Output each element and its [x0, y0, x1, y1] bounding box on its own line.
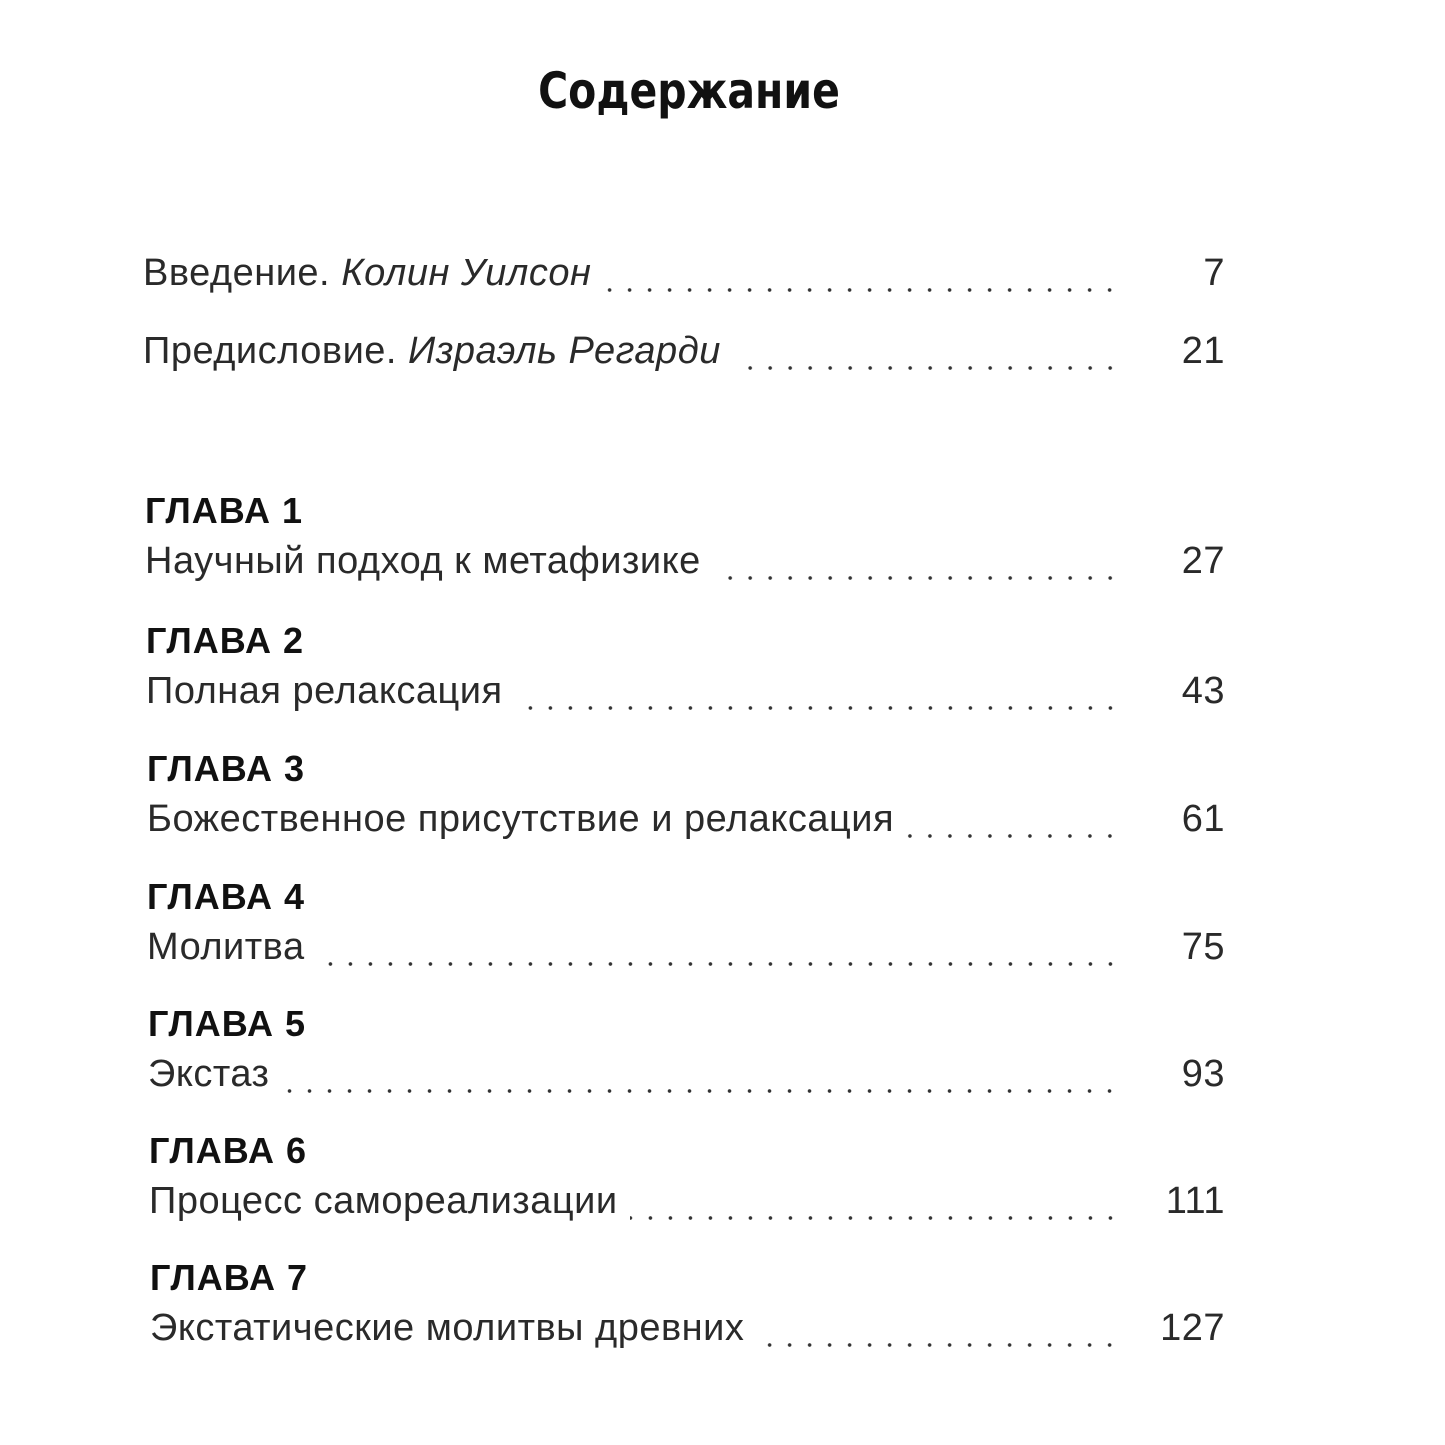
chapter-label: ГЛАВА 4: [147, 876, 305, 917]
entry-author: Израэль Регарди: [408, 330, 721, 372]
chapter-title: Процесс самореализации: [149, 1180, 618, 1222]
chapter-label: ГЛАВА 5: [148, 1003, 306, 1044]
page-title: Содержание: [538, 62, 840, 120]
dot-leader: [756, 1343, 1120, 1347]
chapter-label: ГЛАВА 7: [150, 1257, 308, 1298]
dot-leader: [629, 1216, 1120, 1220]
chapter-label: ГЛАВА 2: [146, 620, 304, 661]
page-number: 21: [1181, 330, 1225, 372]
toc-entry-chapter[interactable]: Молитва 75: [147, 926, 1225, 976]
page-number: 127: [1160, 1307, 1225, 1349]
toc-entry-chapter[interactable]: Процесс самореализации 111: [149, 1180, 1225, 1230]
toc-entry-chapter[interactable]: Экстаз 93: [148, 1053, 1225, 1103]
toc-entry-chapter[interactable]: Божественное присутствие и релаксация 61: [147, 798, 1225, 848]
page-number: 43: [1181, 670, 1225, 712]
toc-entry-preface[interactable]: Предисловие. Израэль Регарди 21: [143, 330, 1225, 380]
chapter-label: ГЛАВА 6: [149, 1130, 307, 1171]
chapter-title: Научный подход к метафизике: [145, 540, 701, 582]
chapter-title: Полная релаксация: [146, 670, 503, 712]
page-number: 61: [1181, 798, 1225, 840]
entry-label: Введение.: [143, 252, 331, 294]
toc-entry-chapter[interactable]: Полная релаксация 43: [146, 670, 1225, 720]
chapter-label: ГЛАВА 1: [145, 490, 303, 531]
dot-leader: [732, 366, 1120, 370]
dot-leader: [514, 706, 1120, 710]
page-number: 7: [1203, 252, 1225, 294]
dot-leader: [603, 288, 1120, 292]
page-number: 75: [1181, 926, 1225, 968]
chapter-title: Божественное присутствие и релаксация: [147, 798, 895, 840]
toc-entry-chapter[interactable]: Научный подход к метафизике 27: [145, 540, 1225, 590]
chapter-title: Экстатические молитвы древних: [150, 1307, 745, 1349]
chapter-title: Молитва: [147, 926, 305, 968]
page-number: 93: [1181, 1053, 1225, 1095]
dot-leader: [712, 576, 1120, 580]
chapter-title: Экстаз: [148, 1053, 270, 1095]
page-number: 111: [1165, 1180, 1225, 1222]
page-number: 27: [1181, 540, 1225, 582]
dot-leader: [906, 834, 1120, 838]
entry-author: Колин Уилсон: [341, 252, 592, 294]
entry-label: Предисловие.: [143, 330, 397, 372]
toc-entry-chapter[interactable]: Экстатические молитвы древних 127: [150, 1307, 1225, 1357]
dot-leader: [316, 962, 1120, 966]
toc-entry-introduction[interactable]: Введение. Колин Уилсон 7: [143, 252, 1225, 302]
dot-leader: [281, 1089, 1120, 1093]
chapter-label: ГЛАВА 3: [147, 748, 305, 789]
